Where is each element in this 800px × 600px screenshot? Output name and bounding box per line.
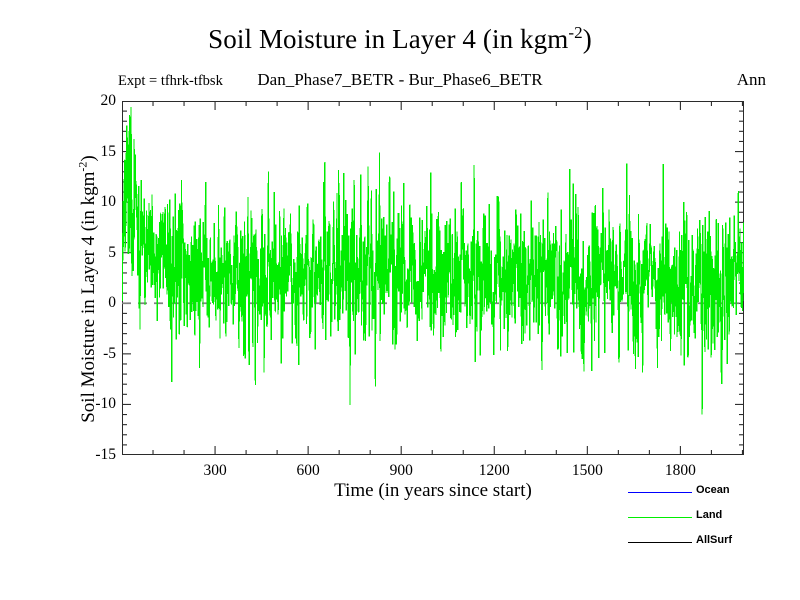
y-axis-tick-labels: 20 15 10 5 0 -5 -10 -15: [62, 0, 116, 600]
legend-swatch-ocean: [628, 492, 692, 493]
legend-label: Ocean: [696, 484, 730, 496]
x-tick-label: 900: [389, 462, 413, 479]
y-tick-label: 5: [108, 243, 116, 261]
subtitle: Dan_Phase7_BETR - Bur_Phase6_BETR: [257, 70, 543, 89]
x-axis-title: Time (in years since start): [334, 480, 532, 501]
legend: Ocean Land AllSurf: [628, 484, 788, 559]
x-tick-label: 1200: [478, 462, 510, 479]
page-title-text: Soil Moisture in Layer 4 (in kgm: [208, 24, 569, 54]
y-tick-label: -5: [103, 344, 116, 362]
page-title-superscript: -2: [568, 23, 583, 42]
page-title-suffix: ): [582, 24, 592, 54]
plot-series-area: [122, 101, 744, 455]
x-tick-label: 1500: [571, 462, 603, 479]
legend-swatch-land: [628, 517, 692, 518]
x-tick-label: 1800: [664, 462, 696, 479]
page-title: Soil Moisture in Layer 4 (in kgm-2): [0, 24, 800, 55]
series-line-land: [122, 107, 744, 415]
y-tick-label: 10: [100, 193, 117, 211]
y-tick-label: 15: [100, 142, 117, 160]
x-tick-label: 600: [296, 462, 320, 479]
y-tick-label: -10: [95, 395, 116, 413]
legend-item-allsurf[interactable]: AllSurf: [628, 534, 788, 559]
experiment-label: Expt = tfhrk-tfbsk: [118, 73, 223, 89]
legend-label: Land: [696, 509, 723, 521]
x-tick-label: 300: [203, 462, 227, 479]
legend-swatch-allsurf: [628, 542, 692, 543]
y-tick-label: 20: [100, 92, 117, 109]
legend-item-land[interactable]: Land: [628, 509, 788, 534]
y-tick-label: -15: [95, 446, 116, 463]
legend-item-ocean[interactable]: Ocean: [628, 484, 788, 509]
frequency-label: Ann: [736, 70, 766, 89]
legend-label: AllSurf: [696, 534, 733, 546]
y-tick-label: 0: [108, 294, 116, 312]
